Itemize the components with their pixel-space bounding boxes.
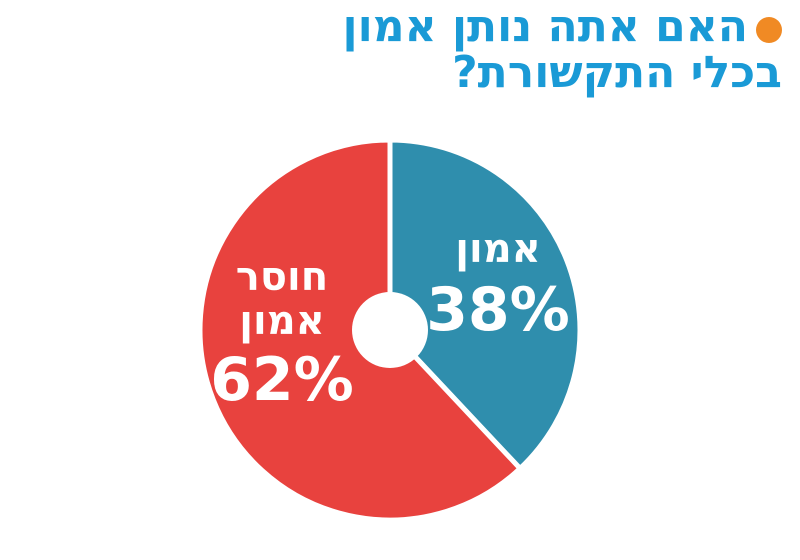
title-line-2: בכלי התקשורת? [452, 47, 782, 98]
slice-2-value-label: 62% [210, 345, 354, 415]
slice-2-label-line-1: חוסר [236, 254, 328, 300]
title-bullet-icon [756, 17, 782, 43]
pie-slice-1 [387, 137, 583, 472]
slice-2-label-line-2: אמון [239, 298, 325, 344]
donut-hole [352, 292, 428, 368]
slice-1-value-label: 38% [426, 275, 570, 345]
title-line-1: האם אתה נותן אמון [342, 1, 748, 52]
chart-title: האם אתה נותן אמון בכלי התקשורת? [82, 4, 782, 96]
slice-1-label-line-1: אמון [455, 226, 541, 272]
